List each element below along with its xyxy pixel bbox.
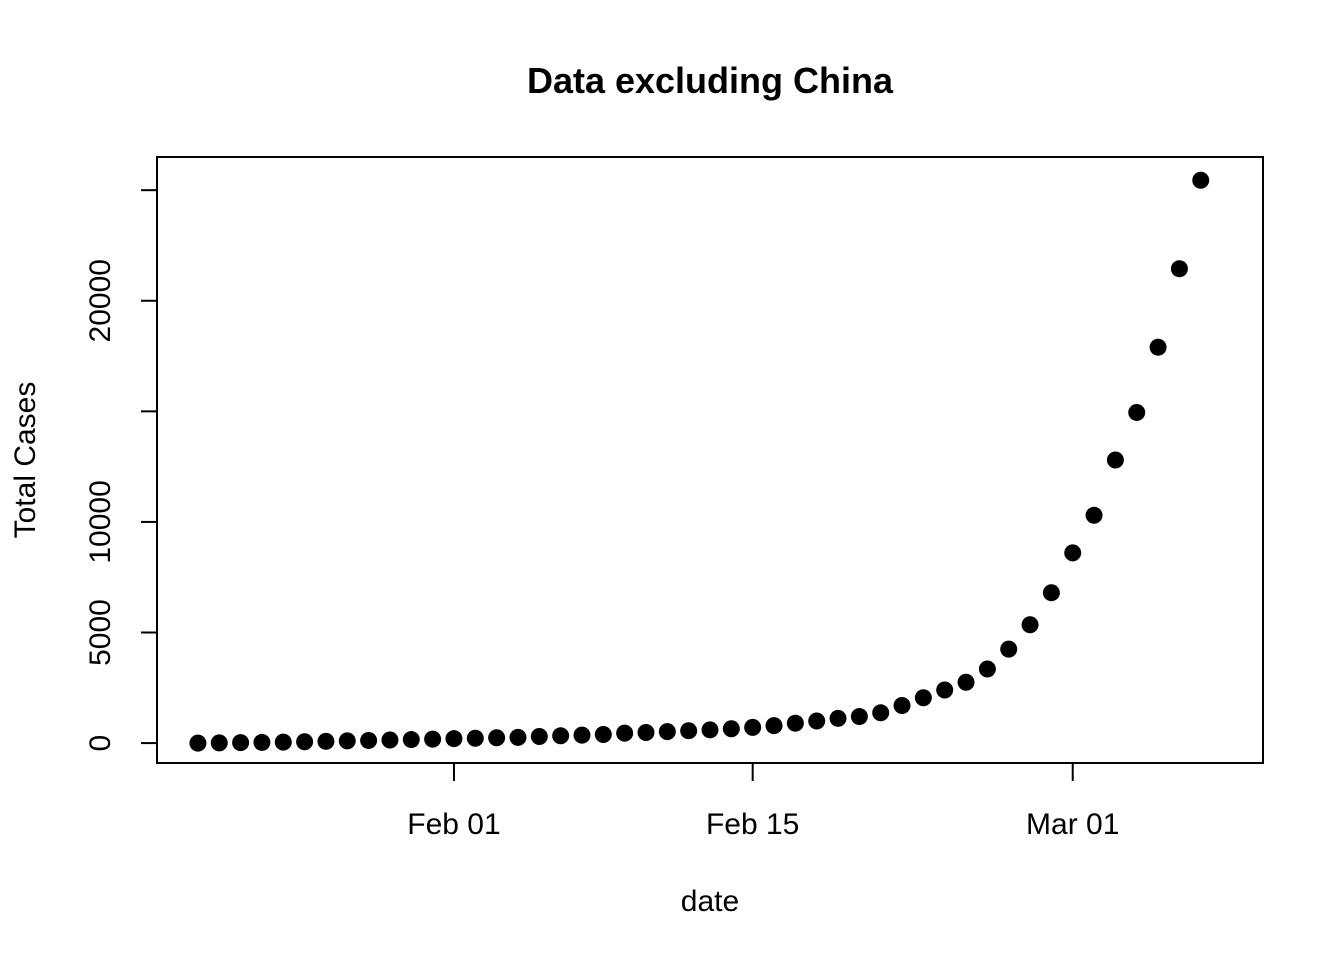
- data-point: [872, 704, 890, 722]
- data-point: [1064, 544, 1082, 562]
- data-point: [296, 733, 314, 751]
- data-point: [957, 673, 975, 691]
- data-point: [189, 734, 207, 752]
- data-point: [893, 696, 911, 714]
- data-point: [360, 731, 378, 749]
- x-tick-label: Mar 01: [1026, 808, 1119, 841]
- data-point: [829, 709, 847, 727]
- data-point: [317, 732, 335, 750]
- data-point: [936, 681, 954, 699]
- data-point: [509, 728, 527, 746]
- data-point: [424, 730, 442, 748]
- data-point: [1000, 640, 1018, 658]
- data-point: [786, 714, 804, 732]
- data-point: [722, 720, 740, 738]
- data-point: [338, 732, 356, 750]
- x-axis-label: date: [681, 885, 739, 918]
- data-point: [701, 721, 719, 739]
- data-point: [253, 733, 271, 751]
- data-points: [189, 171, 1210, 752]
- data-point: [744, 718, 762, 736]
- data-point: [1021, 616, 1039, 634]
- y-tick-label: 5000: [84, 599, 117, 666]
- chart-title: Data excluding China: [527, 60, 894, 101]
- data-point: [210, 734, 228, 752]
- x-tick-label: Feb 15: [706, 808, 799, 841]
- data-point: [1085, 506, 1103, 524]
- y-axis: 0 5000 10000 20000: [84, 189, 157, 752]
- data-point: [488, 729, 506, 747]
- data-point: [552, 727, 570, 745]
- data-point: [978, 660, 996, 678]
- data-point: [594, 725, 612, 743]
- x-axis: Feb 01 Feb 15 Mar 01: [407, 763, 1119, 841]
- data-point: [1149, 338, 1167, 356]
- data-point: [616, 724, 634, 742]
- data-point: [274, 733, 292, 751]
- data-point: [573, 726, 591, 744]
- data-point: [1042, 584, 1060, 602]
- data-point: [637, 723, 655, 741]
- data-point: [232, 734, 250, 752]
- data-point: [1170, 260, 1188, 278]
- data-point: [1192, 171, 1210, 189]
- data-point: [850, 708, 868, 726]
- data-point: [658, 723, 676, 741]
- plot-frame: [156, 156, 1264, 764]
- data-point: [1106, 451, 1124, 469]
- data-point: [914, 689, 932, 707]
- y-tick-label: 0: [84, 735, 117, 752]
- y-tick-label: 10000: [84, 480, 117, 563]
- data-point: [402, 731, 420, 749]
- data-point: [680, 722, 698, 740]
- y-tick-label: 20000: [84, 259, 117, 342]
- y-axis-label: Total Cases: [9, 382, 42, 539]
- data-point: [381, 731, 399, 749]
- data-point: [808, 712, 826, 730]
- data-point: [445, 730, 463, 748]
- data-point: [466, 729, 484, 747]
- x-tick-label: Feb 01: [407, 808, 500, 841]
- data-point: [530, 727, 548, 745]
- data-point: [1128, 403, 1146, 421]
- data-point: [765, 717, 783, 735]
